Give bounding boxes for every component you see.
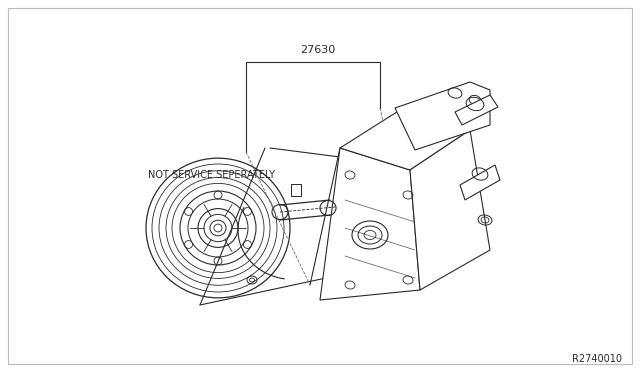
Polygon shape <box>395 82 490 150</box>
Polygon shape <box>340 110 470 170</box>
Text: R2740010: R2740010 <box>572 354 622 364</box>
Polygon shape <box>460 165 500 200</box>
Polygon shape <box>410 130 490 290</box>
Polygon shape <box>455 95 498 125</box>
Text: NOT SERVICE SEPERATELY: NOT SERVICE SEPERATELY <box>148 170 275 180</box>
Text: 27630: 27630 <box>300 45 335 55</box>
Polygon shape <box>320 148 420 300</box>
